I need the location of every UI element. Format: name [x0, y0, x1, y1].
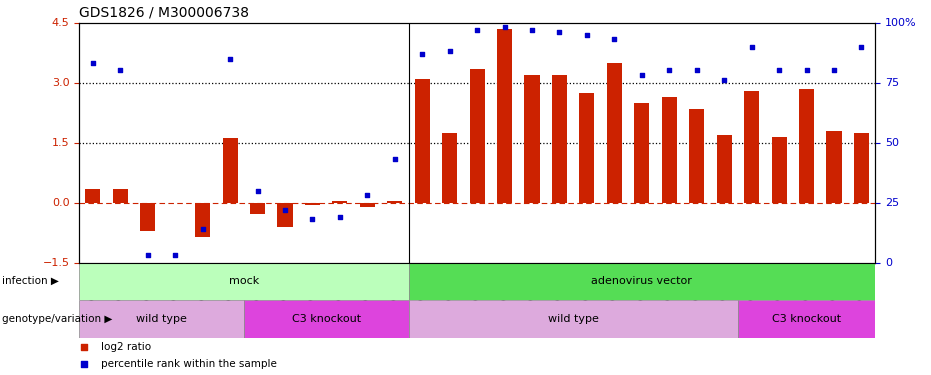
Bar [744, 90, 759, 202]
Point [387, 156, 402, 162]
Point [827, 68, 842, 74]
Point [277, 207, 292, 213]
Text: GDS1826 / M300006738: GDS1826 / M300006738 [79, 6, 250, 20]
Point [250, 188, 265, 194]
Bar [113, 189, 128, 202]
Point [607, 36, 622, 42]
Bar [414, 78, 430, 203]
Bar [579, 93, 595, 202]
Point [689, 68, 704, 74]
Point [168, 252, 182, 258]
Bar [497, 28, 512, 202]
Bar [223, 138, 237, 202]
Bar [662, 96, 677, 202]
Point [196, 226, 210, 232]
Text: C3 knockout: C3 knockout [772, 314, 841, 324]
Bar [409, 262, 875, 300]
Bar [469, 69, 485, 203]
Point [76, 361, 91, 367]
Bar [442, 132, 457, 202]
Bar [634, 102, 650, 202]
Bar [409, 300, 738, 338]
Bar [552, 75, 567, 202]
Point [854, 44, 869, 50]
Point [662, 68, 677, 74]
Bar [250, 202, 265, 214]
Bar [799, 88, 814, 202]
Text: C3 knockout: C3 knockout [291, 314, 360, 324]
Bar [79, 300, 244, 338]
Point [113, 68, 128, 74]
Point [579, 32, 594, 38]
Point [141, 252, 155, 258]
Bar [772, 136, 787, 202]
Bar [387, 201, 402, 202]
Point [772, 68, 787, 74]
Bar [86, 189, 101, 202]
Point [442, 48, 457, 54]
Text: wild type: wild type [547, 314, 599, 324]
Bar [524, 75, 540, 202]
Bar [304, 202, 320, 204]
Point [524, 27, 539, 33]
Point [744, 44, 759, 50]
Bar [738, 300, 875, 338]
Text: mock: mock [229, 276, 259, 286]
Point [634, 72, 649, 78]
Text: genotype/variation ▶: genotype/variation ▶ [2, 314, 113, 324]
Bar [689, 108, 704, 202]
Text: infection ▶: infection ▶ [2, 276, 59, 286]
Bar [717, 135, 732, 202]
Point [86, 60, 101, 66]
Bar [244, 300, 409, 338]
Point [552, 29, 567, 35]
Bar [196, 202, 210, 237]
Point [305, 216, 320, 222]
Bar [141, 202, 155, 231]
Bar [277, 202, 292, 226]
Point [360, 192, 375, 198]
Text: wild type: wild type [136, 314, 187, 324]
Bar [79, 262, 409, 300]
Point [799, 68, 814, 74]
Point [497, 24, 512, 30]
Point [470, 27, 485, 33]
Bar [827, 130, 842, 203]
Bar [332, 201, 347, 202]
Text: log2 ratio: log2 ratio [101, 342, 151, 352]
Bar [607, 63, 622, 202]
Point [76, 344, 91, 350]
Bar [359, 202, 375, 207]
Text: percentile rank within the sample: percentile rank within the sample [101, 359, 277, 369]
Point [223, 56, 237, 62]
Point [717, 77, 732, 83]
Point [415, 51, 430, 57]
Text: adenovirus vector: adenovirus vector [591, 276, 693, 286]
Bar [854, 132, 869, 202]
Point [332, 214, 347, 220]
